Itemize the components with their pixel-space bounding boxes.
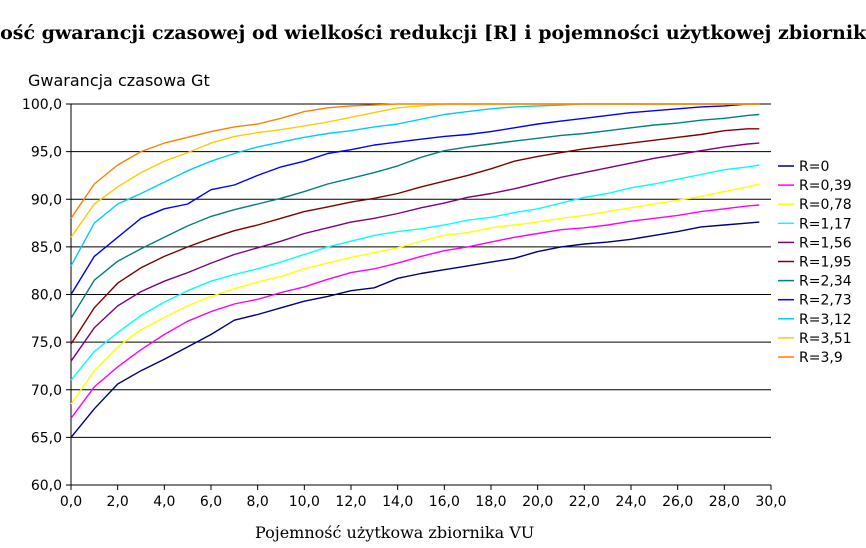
y-tick-label-2: 70,0 [31,383,62,399]
x-tick-label-5: 10,0 [289,494,320,510]
legend-entry-0: R=0 [799,159,829,175]
series-line-1 [71,205,759,418]
x-tick-label-11: 22,0 [569,494,600,510]
y-tick-label-6: 90,0 [31,192,62,208]
x-tick-label-14: 28,0 [709,494,740,510]
x-tick-label-1: 2,0 [107,494,129,510]
legend-entry-2: R=0,78 [799,197,852,213]
legend-entry-4: R=1,56 [799,235,852,251]
series-line-0 [71,222,759,437]
legend-entry-1: R=0,39 [799,178,852,194]
x-tick-label-0: 0,0 [60,494,82,510]
y-tick-label-0: 60,0 [31,478,62,494]
series-line-6 [71,115,759,319]
x-tick-label-3: 6,0 [200,494,222,510]
x-tick-label-6: 12,0 [335,494,366,510]
series-line-5 [71,129,759,344]
x-tick-label-9: 18,0 [475,494,506,510]
series-line-3 [71,165,759,380]
x-tick-label-15: 30,0 [755,494,786,510]
y-tick-label-8: 100,0 [22,97,62,113]
y-tick-label-7: 95,0 [31,145,62,161]
x-tick-label-12: 24,0 [615,494,646,510]
series-line-9 [71,104,759,237]
y-tick-label-1: 65,0 [31,430,62,446]
x-tick-label-2: 4,0 [153,494,175,510]
legend-entry-10: R=3,9 [799,350,843,366]
x-tick-label-8: 16,0 [429,494,460,510]
legend-entry-5: R=1,95 [799,255,852,271]
series-line-8 [71,104,759,266]
legend-entry-8: R=3,12 [799,312,852,328]
y-tick-label-3: 75,0 [31,335,62,351]
series-line-10 [71,104,759,218]
x-tick-label-13: 26,0 [662,494,693,510]
legend-entry-7: R=2,73 [799,293,852,309]
legend-entry-3: R=1,17 [799,216,852,232]
y-tick-label-4: 80,0 [31,288,62,304]
y-tick-label-5: 85,0 [31,240,62,256]
x-tick-label-7: 14,0 [382,494,413,510]
x-tick-label-10: 20,0 [522,494,553,510]
legend-entry-9: R=3,51 [799,331,852,347]
x-tick-label-4: 8,0 [247,494,269,510]
legend-entry-6: R=2,34 [799,274,852,290]
